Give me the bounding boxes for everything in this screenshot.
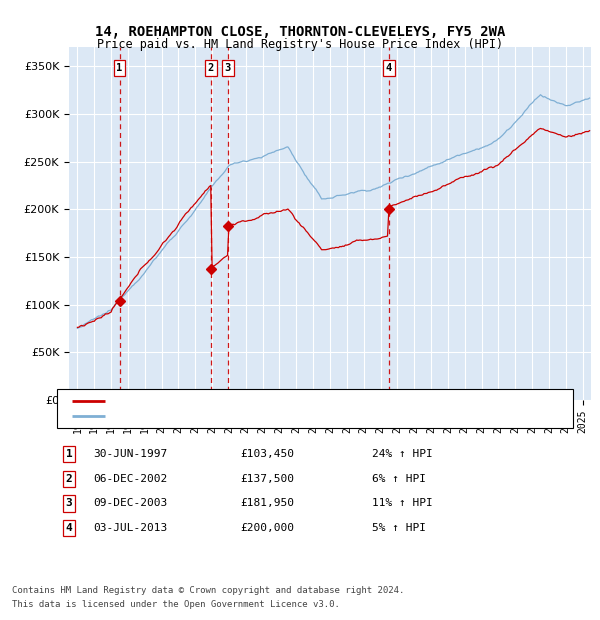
Text: This data is licensed under the Open Government Licence v3.0.: This data is licensed under the Open Gov…: [12, 600, 340, 609]
Text: 4: 4: [386, 63, 392, 73]
Text: 4: 4: [65, 523, 73, 533]
Text: 30-JUN-1997: 30-JUN-1997: [93, 449, 167, 459]
Text: 3: 3: [224, 63, 231, 73]
Text: £181,950: £181,950: [240, 498, 294, 508]
Text: 06-DEC-2002: 06-DEC-2002: [93, 474, 167, 484]
Text: 2: 2: [208, 63, 214, 73]
Text: 03-JUL-2013: 03-JUL-2013: [93, 523, 167, 533]
Text: 1: 1: [116, 63, 122, 73]
Text: Price paid vs. HM Land Registry's House Price Index (HPI): Price paid vs. HM Land Registry's House …: [97, 38, 503, 51]
Text: £200,000: £200,000: [240, 523, 294, 533]
Text: Contains HM Land Registry data © Crown copyright and database right 2024.: Contains HM Land Registry data © Crown c…: [12, 586, 404, 595]
Text: 14, ROEHAMPTON CLOSE, THORNTON-CLEVELEYS, FY5 2WA: 14, ROEHAMPTON CLOSE, THORNTON-CLEVELEYS…: [95, 25, 505, 39]
Text: 14, ROEHAMPTON CLOSE, THORNTON-CLEVELEYS, FY5 2WA (detached house): 14, ROEHAMPTON CLOSE, THORNTON-CLEVELEYS…: [111, 396, 507, 407]
Text: 24% ↑ HPI: 24% ↑ HPI: [372, 449, 433, 459]
Text: 5% ↑ HPI: 5% ↑ HPI: [372, 523, 426, 533]
Text: 11% ↑ HPI: 11% ↑ HPI: [372, 498, 433, 508]
Text: 6% ↑ HPI: 6% ↑ HPI: [372, 474, 426, 484]
Text: £103,450: £103,450: [240, 449, 294, 459]
Text: 09-DEC-2003: 09-DEC-2003: [93, 498, 167, 508]
Text: HPI: Average price, detached house, Wyre: HPI: Average price, detached house, Wyre: [111, 410, 351, 421]
Text: 3: 3: [65, 498, 73, 508]
Text: 1: 1: [65, 449, 73, 459]
Text: 2: 2: [65, 474, 73, 484]
Text: £137,500: £137,500: [240, 474, 294, 484]
